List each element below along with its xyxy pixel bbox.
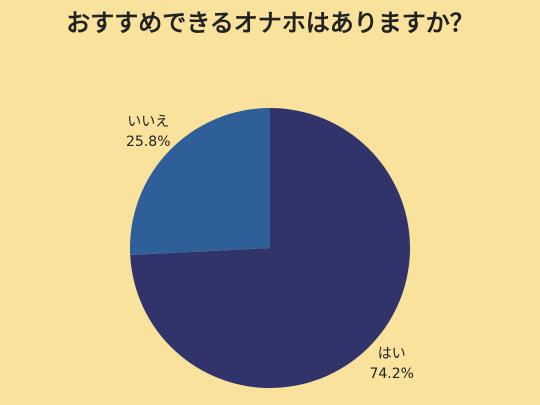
slice-label: はい [378,346,406,362]
pie-slice [129,108,270,256]
chart-title: おすすめできるオナホはありますか？ [66,9,474,37]
value-label: 74.2% [369,366,413,382]
pie-slice [130,108,410,388]
value-label: 25.8% [126,134,170,150]
slice-label: いいえ [127,114,169,130]
